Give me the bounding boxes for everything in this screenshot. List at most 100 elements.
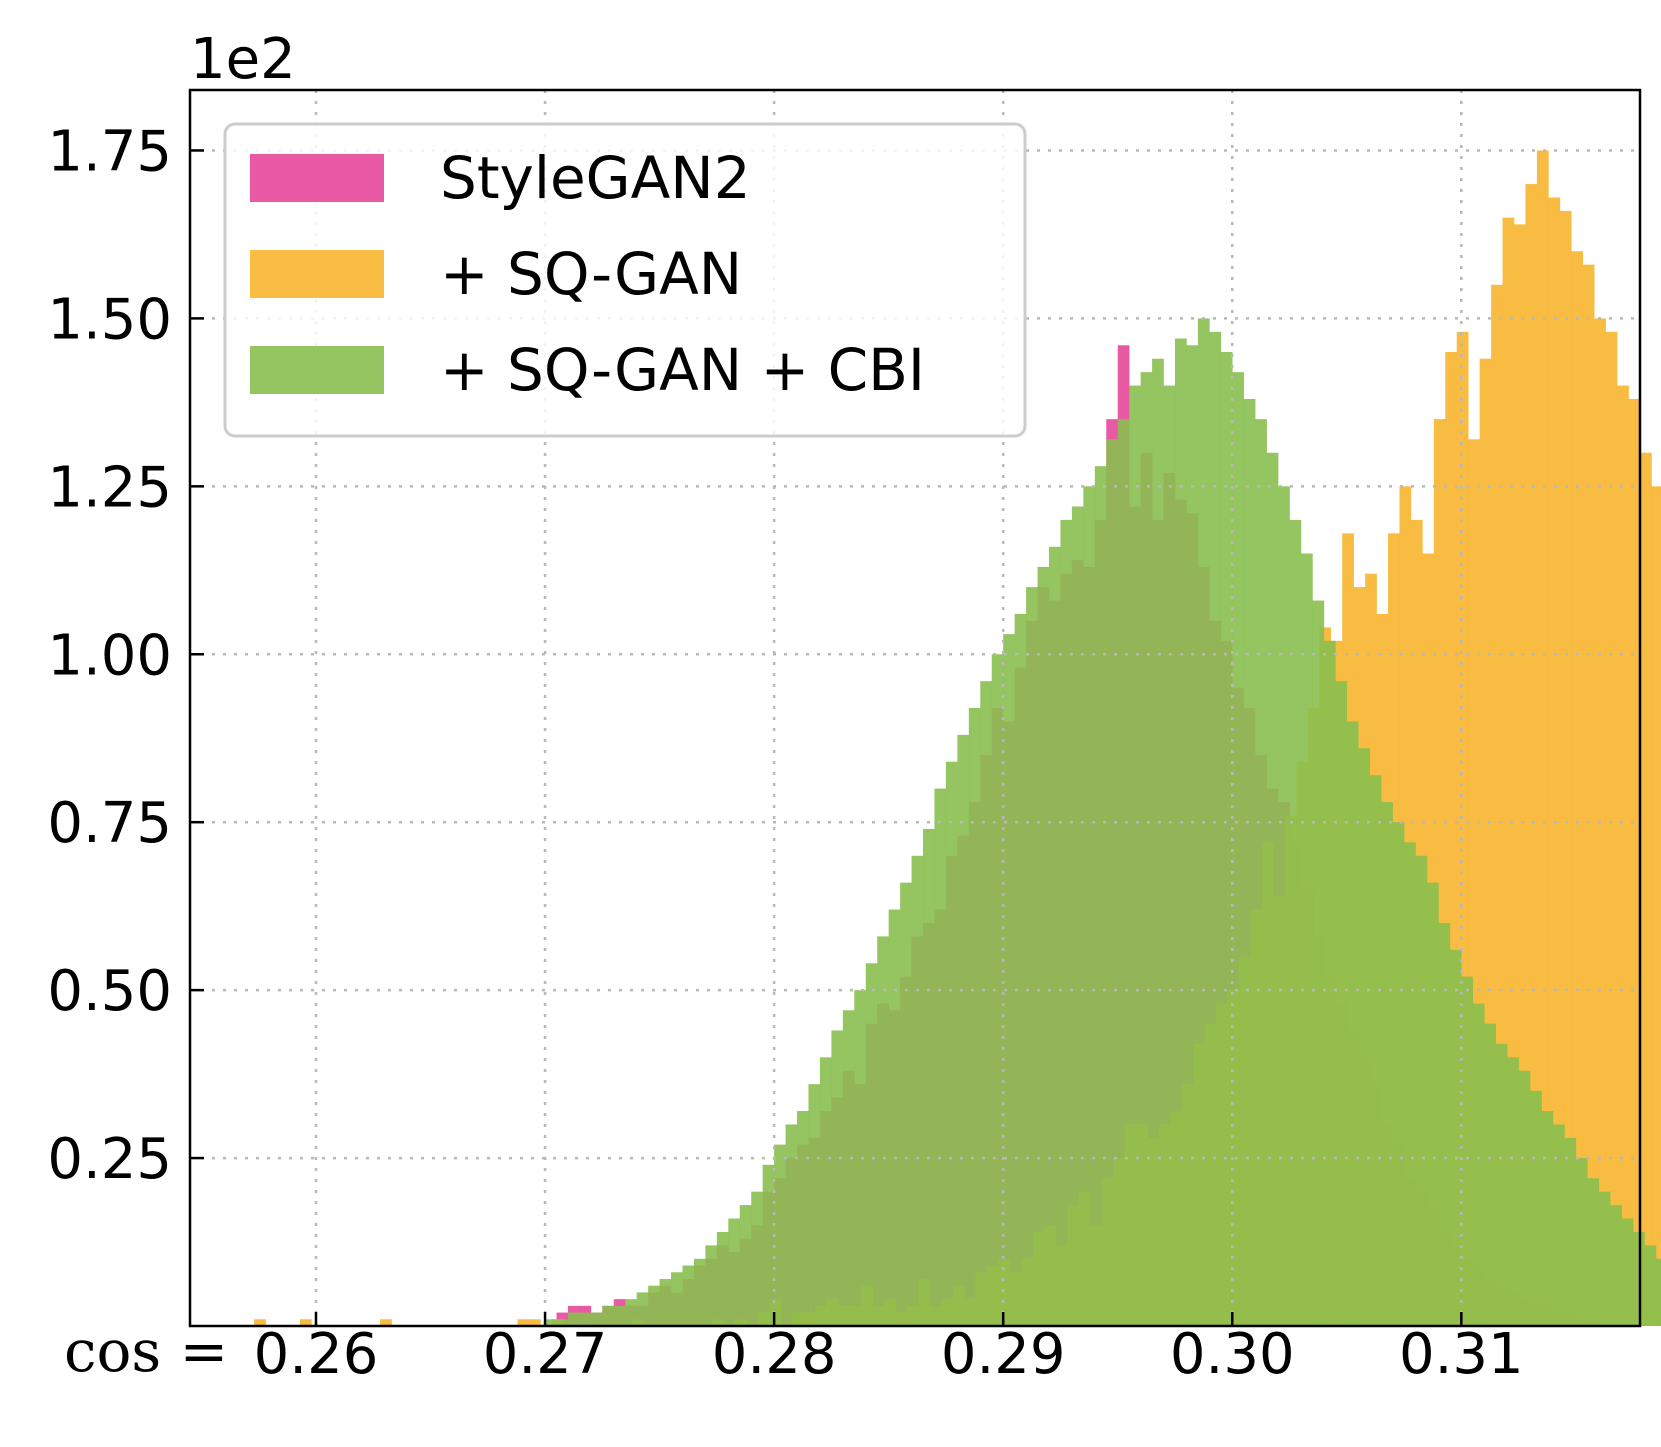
series-3-bars bbox=[545, 318, 1661, 1327]
histogram-bar bbox=[1564, 1137, 1577, 1326]
histogram-bar bbox=[1312, 600, 1325, 1326]
histogram-bar bbox=[762, 1164, 775, 1326]
histogram-bar bbox=[648, 1285, 660, 1326]
histogram-bar bbox=[625, 1299, 637, 1326]
y-tick-label: 0.25 bbox=[47, 1127, 172, 1192]
histogram-bar bbox=[1617, 385, 1629, 1326]
histogram-bar bbox=[556, 1319, 569, 1326]
histogram-bar bbox=[1106, 439, 1119, 1326]
histogram-bar bbox=[1243, 399, 1256, 1326]
y-axis-multiplier: 1e2 bbox=[190, 27, 296, 92]
histogram-bar bbox=[808, 1084, 821, 1326]
histogram-bar bbox=[1582, 264, 1595, 1326]
histogram-bar bbox=[636, 1292, 649, 1326]
histogram-bar bbox=[1278, 486, 1290, 1327]
histogram-bar bbox=[1479, 358, 1492, 1326]
histogram-bar bbox=[1289, 519, 1302, 1326]
histogram-bar bbox=[602, 1305, 615, 1326]
histogram-bar bbox=[545, 1319, 557, 1326]
histogram-bar bbox=[842, 1010, 855, 1326]
histogram-bar bbox=[911, 855, 924, 1326]
histogram-bar bbox=[728, 1218, 741, 1326]
x-tick-label: 0.28 bbox=[712, 1322, 837, 1387]
histogram-bar bbox=[579, 1312, 592, 1326]
histogram-bar bbox=[705, 1245, 718, 1326]
histogram-bar bbox=[1152, 358, 1164, 1326]
histogram-bar bbox=[254, 1319, 266, 1326]
legend-label: + SQ-GAN bbox=[440, 240, 742, 308]
grid-lines bbox=[190, 90, 1640, 1326]
histogram-bar bbox=[299, 1319, 312, 1326]
histogram-bar bbox=[854, 990, 867, 1326]
histogram-bar bbox=[900, 882, 912, 1326]
histogram-bar bbox=[1491, 284, 1503, 1326]
histogram-bar bbox=[1174, 338, 1187, 1326]
x-tick-label: 0.26 bbox=[254, 1322, 379, 1387]
histogram-bar bbox=[797, 1111, 809, 1326]
x-tick-label: 0.29 bbox=[941, 1322, 1066, 1387]
histogram-bar bbox=[1461, 976, 1474, 1326]
histogram-bar bbox=[877, 936, 889, 1326]
histogram-bar bbox=[1621, 1218, 1634, 1326]
histogram-bar bbox=[968, 708, 981, 1326]
histogram-bar bbox=[1548, 197, 1561, 1327]
histogram-bar bbox=[1610, 1205, 1622, 1326]
y-tick-label: 1.25 bbox=[47, 455, 172, 520]
histogram-bar bbox=[1381, 802, 1393, 1326]
histogram-bar bbox=[1346, 721, 1359, 1326]
histogram-bar bbox=[1575, 1158, 1588, 1326]
histogram-bar bbox=[1656, 1258, 1661, 1326]
histogram-bar bbox=[1049, 546, 1061, 1326]
histogram-bar bbox=[1445, 351, 1458, 1327]
histogram-bar bbox=[1186, 345, 1199, 1326]
y-tick-label: 0.50 bbox=[47, 959, 172, 1024]
histogram-bar bbox=[1449, 949, 1462, 1326]
y-tick-label: 0.75 bbox=[47, 791, 172, 856]
x-axis-prefix-label: cos = bbox=[64, 1317, 228, 1385]
histogram-bar bbox=[785, 1124, 798, 1326]
histogram-bar bbox=[865, 963, 878, 1326]
histogram-bar bbox=[671, 1272, 683, 1326]
histogram-bar bbox=[1071, 506, 1084, 1327]
histogram-bar bbox=[1472, 1003, 1485, 1326]
histogram-bar bbox=[751, 1191, 763, 1326]
histogram-bar bbox=[1266, 452, 1279, 1326]
y-tick-label: 1.75 bbox=[47, 119, 172, 184]
histogram-bar bbox=[567, 1312, 580, 1326]
histogram-bar bbox=[613, 1305, 626, 1326]
histogram-bar bbox=[1358, 748, 1370, 1326]
histogram-bar bbox=[1094, 466, 1107, 1326]
histogram-bar bbox=[1426, 882, 1439, 1326]
histogram-bar bbox=[1536, 150, 1549, 1327]
histogram-bar bbox=[1438, 922, 1451, 1326]
legend-box bbox=[223, 122, 1027, 438]
histogram-bar bbox=[1083, 486, 1096, 1327]
histogram-bar bbox=[1541, 1111, 1554, 1326]
histogram-bar bbox=[1060, 519, 1073, 1326]
histogram-bar bbox=[1026, 587, 1038, 1326]
histogram-bar bbox=[1456, 331, 1469, 1327]
histogram-bar bbox=[1598, 1191, 1611, 1326]
legend-swatch bbox=[250, 346, 384, 394]
histogram-bar bbox=[1300, 553, 1313, 1326]
legend: StyleGAN2 + SQ-GAN + SQ-GAN + CBI bbox=[223, 122, 1027, 438]
x-tick-label: 0.31 bbox=[1399, 1322, 1524, 1387]
histogram-bar bbox=[991, 654, 1004, 1326]
histogram-bar bbox=[1232, 372, 1245, 1326]
histogram-bar bbox=[1559, 210, 1572, 1326]
plot-frame bbox=[188, 88, 1642, 1328]
histogram-bar bbox=[1433, 419, 1446, 1326]
histogram-bar bbox=[1525, 184, 1538, 1326]
histogram-bar bbox=[529, 1319, 541, 1326]
histogram-bar bbox=[1640, 452, 1652, 1326]
y-tick-label: 1.00 bbox=[47, 623, 172, 688]
histogram-bar bbox=[1605, 331, 1618, 1327]
histogram-bar bbox=[1163, 385, 1176, 1326]
histogram-bar bbox=[1014, 613, 1027, 1326]
histogram-bar bbox=[1209, 331, 1222, 1327]
histogram-bar bbox=[1140, 372, 1153, 1326]
histogram-bar bbox=[1037, 566, 1050, 1326]
legend-swatch bbox=[250, 154, 384, 202]
x-tick-label: 0.27 bbox=[483, 1322, 608, 1387]
